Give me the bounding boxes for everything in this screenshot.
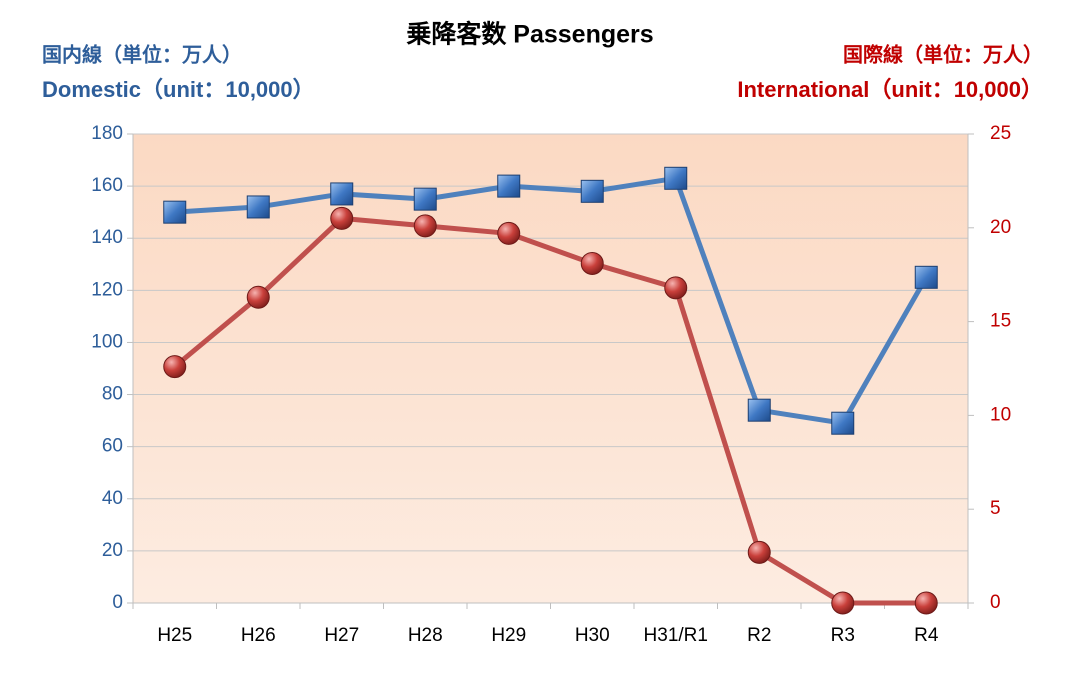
x-tick-label: H28: [408, 625, 443, 646]
marker: [664, 276, 688, 300]
y2-axis-label: 国際線（単位：万人）: [843, 42, 1043, 66]
y-tick-label: 180: [91, 123, 123, 144]
y-tick-label: 80: [102, 384, 123, 405]
x-tick-label: H29: [491, 625, 526, 646]
marker: [497, 174, 521, 198]
y2-tick-label: 5: [990, 498, 1001, 519]
y-tick-label: 60: [102, 436, 123, 457]
x-tick-label: R4: [914, 625, 939, 646]
y-tick-label: 140: [91, 227, 123, 248]
marker: [831, 591, 855, 615]
x-tick-label: R2: [747, 625, 771, 646]
y2-tick-label: 20: [990, 217, 1011, 238]
y-tick-label: 160: [91, 175, 123, 196]
y-tick-label: 40: [102, 488, 123, 509]
marker: [747, 540, 771, 564]
marker: [246, 195, 270, 219]
marker: [413, 187, 437, 211]
x-tick-label: H27: [324, 625, 359, 646]
marker: [747, 398, 771, 422]
y-tick-label: 120: [91, 279, 123, 300]
x-tick-label: R3: [831, 625, 855, 646]
y-axis-label: Domestic（unit：10,000）: [42, 77, 315, 102]
marker: [914, 591, 938, 615]
marker: [246, 285, 270, 309]
y2-axis-label: International（unit：10,000）: [737, 77, 1043, 102]
series-line: [173, 215, 927, 606]
x-tick-label: H26: [241, 625, 276, 646]
x-tick-label: H25: [157, 625, 192, 646]
marker: [330, 206, 354, 230]
chart-title: 乗降客数 Passengers: [406, 20, 653, 49]
marker: [664, 166, 688, 190]
y2-tick-label: 0: [990, 592, 1001, 613]
y-axis-label: 国内線（単位：万人）: [42, 42, 242, 66]
marker: [580, 251, 604, 275]
marker: [914, 265, 938, 289]
plot-area: [133, 134, 968, 603]
marker: [497, 221, 521, 245]
marker: [163, 355, 187, 379]
marker: [330, 182, 354, 206]
marker: [163, 200, 187, 224]
marker: [831, 411, 855, 435]
series-line: [174, 175, 929, 426]
x-tick-label: H31/R1: [644, 625, 708, 646]
x-tick-label: H30: [575, 625, 610, 646]
y-tick-label: 100: [91, 331, 123, 352]
y2-tick-label: 10: [990, 404, 1011, 425]
marker: [580, 179, 604, 203]
marker: [413, 214, 437, 238]
y2-tick-label: 25: [990, 123, 1011, 144]
y-tick-label: 0: [112, 592, 123, 613]
y2-tick-label: 15: [990, 311, 1011, 332]
y-tick-label: 20: [102, 540, 123, 561]
